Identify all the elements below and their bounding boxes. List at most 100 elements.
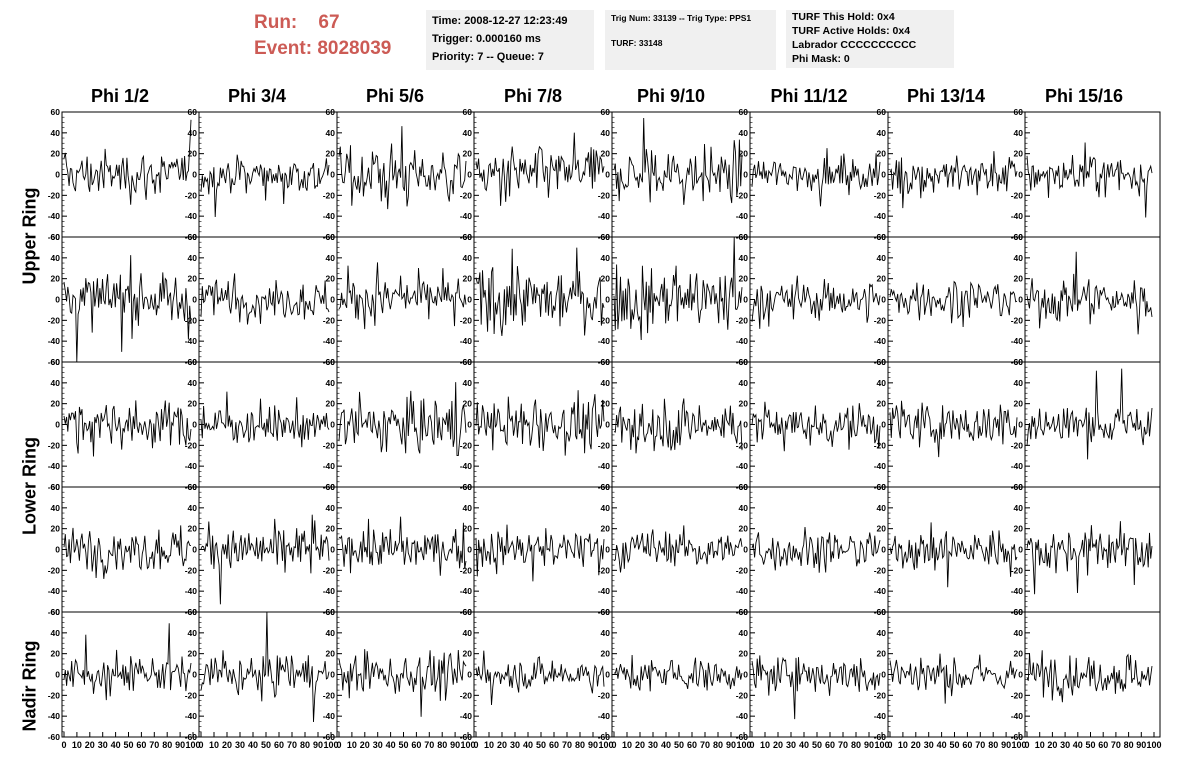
y-tick-label: -40 <box>598 586 611 596</box>
panel-frame <box>336 611 475 738</box>
y-tick-label: 0 <box>330 170 335 180</box>
x-tick-label: 0 <box>198 740 203 750</box>
waveform-trace <box>889 522 1018 588</box>
y-tick-label: 40 <box>463 378 473 388</box>
event-label: Event: <box>254 38 313 59</box>
y-tick-label: -20 <box>1011 690 1024 700</box>
y-tick-label: 40 <box>51 253 61 263</box>
y-tick-label: -40 <box>1011 336 1024 346</box>
y-tick-label: 60 <box>877 607 887 617</box>
waveform-trace <box>63 255 192 363</box>
y-tick-label: -20 <box>48 440 61 450</box>
y-tick-label: 40 <box>51 628 61 638</box>
y-tick-label: 60 <box>1014 482 1024 492</box>
y-tick-label: 60 <box>463 357 473 367</box>
y-tick-label: -40 <box>48 586 61 596</box>
x-tick-label: 70 <box>424 740 434 750</box>
y-tick-label: -60 <box>185 732 198 742</box>
y-tick-label: 60 <box>739 232 749 242</box>
waveform-trace <box>475 524 605 582</box>
y-tick-label: -40 <box>598 711 611 721</box>
y-tick-label: 20 <box>51 649 61 659</box>
x-tick-label: 100 <box>1146 740 1161 750</box>
y-tick-label: -20 <box>460 690 473 700</box>
y-tick-label: 0 <box>1018 170 1023 180</box>
waveform-trace <box>1026 521 1153 595</box>
x-tick-label: 20 <box>1047 740 1057 750</box>
x-tick-label: 50 <box>674 740 684 750</box>
y-tick-label: 20 <box>463 649 473 659</box>
panel-frame <box>473 236 613 363</box>
column-title-phi-13-14: Phi 13/14 <box>906 86 986 106</box>
waveform-trace <box>751 275 881 329</box>
y-tick-label: -20 <box>185 690 198 700</box>
y-tick-label: -20 <box>1011 440 1024 450</box>
x-tick-label: 90 <box>588 740 598 750</box>
y-tick-label: -60 <box>1011 732 1024 742</box>
waveform-trace <box>751 655 881 720</box>
waveform-trace <box>338 649 467 717</box>
y-tick-label: 20 <box>601 274 611 284</box>
y-tick-label: 40 <box>601 253 611 263</box>
y-tick-label: 0 <box>192 295 197 305</box>
y-tick-label: 40 <box>326 378 336 388</box>
waveform-trace <box>1026 251 1153 335</box>
y-tick-label: 20 <box>877 274 887 284</box>
x-tick-label: 60 <box>411 740 421 750</box>
y-tick-label: 60 <box>463 107 473 117</box>
y-tick-label: 60 <box>188 107 198 117</box>
y-tick-label: 60 <box>51 107 61 117</box>
x-tick-label: 80 <box>988 740 998 750</box>
y-tick-label: 40 <box>51 128 61 138</box>
y-tick-label: 0 <box>881 670 886 680</box>
x-tick-label: 70 <box>975 740 985 750</box>
column-title-phi-15-16: Phi 15/16 <box>1044 86 1124 106</box>
y-tick-label: 40 <box>1014 503 1024 513</box>
trig-num-box: Trig Num: 33139 -- Trig Type: PPS1 TURF:… <box>605 10 776 70</box>
y-tick-label: 0 <box>743 420 748 430</box>
y-tick-label: -40 <box>185 211 198 221</box>
y-tick-label: 20 <box>739 524 749 534</box>
y-tick-label: -20 <box>460 190 473 200</box>
y-tick-label: 0 <box>605 670 610 680</box>
run-label: Run: <box>254 12 298 33</box>
y-tick-label: 0 <box>330 670 335 680</box>
y-tick-label: -20 <box>874 440 887 450</box>
y-tick-label: 60 <box>877 357 887 367</box>
y-tick-label: -40 <box>874 336 887 346</box>
y-tick-label: -40 <box>598 211 611 221</box>
y-tick-label: -60 <box>48 357 61 367</box>
y-tick-label: 60 <box>877 107 887 117</box>
waveform-trace <box>338 126 467 210</box>
y-tick-label: 0 <box>55 545 60 555</box>
y-tick-label: 60 <box>601 357 611 367</box>
panel-frame <box>473 361 613 488</box>
y-tick-label: 60 <box>1014 357 1024 367</box>
y-tick-label: 40 <box>188 378 198 388</box>
y-tick-label: -40 <box>1011 461 1024 471</box>
panel-frame <box>61 486 200 613</box>
x-tick-label: 60 <box>687 740 697 750</box>
y-tick-label: 60 <box>601 107 611 117</box>
y-tick-label: -20 <box>323 690 336 700</box>
y-tick-label: -60 <box>323 732 336 742</box>
x-tick-label: 50 <box>949 740 959 750</box>
x-tick-label: 70 <box>838 740 848 750</box>
x-tick-label: 50 <box>1085 740 1095 750</box>
x-tick-label: 30 <box>98 740 108 750</box>
y-tick-label: 0 <box>55 170 60 180</box>
y-tick-label: 60 <box>51 357 61 367</box>
y-tick-label: -40 <box>1011 211 1024 221</box>
x-tick-label: 30 <box>786 740 796 750</box>
y-tick-label: 40 <box>188 253 198 263</box>
x-tick-label: 60 <box>274 740 284 750</box>
y-tick-label: 40 <box>739 628 749 638</box>
y-tick-label: -60 <box>598 732 611 742</box>
y-tick-label: 40 <box>463 503 473 513</box>
y-tick-label: 40 <box>1014 128 1024 138</box>
y-tick-label: 60 <box>877 232 887 242</box>
y-tick-label: -40 <box>736 211 749 221</box>
y-tick-label: 60 <box>326 232 336 242</box>
y-tick-label: 60 <box>326 107 336 117</box>
x-tick-label: 40 <box>661 740 671 750</box>
